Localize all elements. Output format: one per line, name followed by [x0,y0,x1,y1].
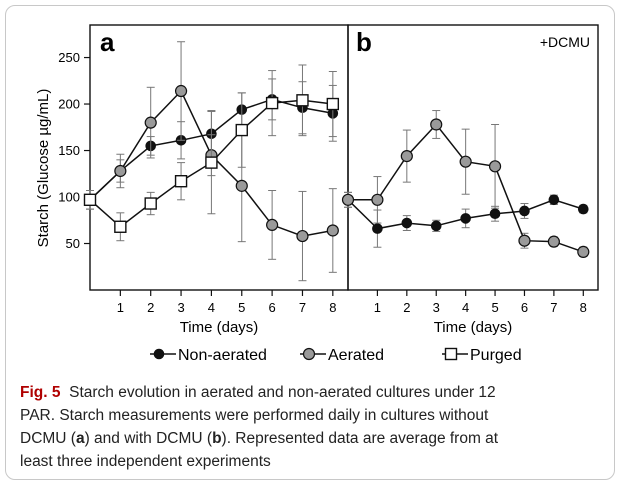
y-tick-label: 100 [58,190,80,205]
data-point [326,224,339,237]
caption-text-3b: ) and with DCMU ( [84,430,213,447]
data-point [459,155,472,168]
x-tick-label: 8 [329,300,336,315]
x-tick-label: 7 [550,300,557,315]
panel-b: 1 2 3 4 5 6 7 8 Time (days) b +DCMU [341,24,599,336]
y-tick-label: 250 [58,50,80,65]
data-point [265,96,279,110]
data-point [341,193,355,206]
panel-label: b [356,27,372,57]
legend-marker [444,347,458,361]
x-tick-label: 6 [269,300,276,315]
x-tick-label: 4 [462,300,469,315]
data-point [430,118,443,131]
data-point [577,245,590,258]
x-tick-label: 3 [433,300,440,315]
series-purged [83,64,340,242]
data-point [83,193,97,207]
data-point [144,116,157,129]
x-axis-label: Time (days) [434,319,513,336]
caption-panel-a-ref: a [75,430,85,447]
data-point [114,220,127,233]
data-point [548,194,560,206]
series-aerated [341,110,590,258]
caption-line-2: PAR. Starch measurements were performed … [20,407,489,424]
data-point [326,97,340,111]
data-point [266,218,279,232]
x-tick-label: 6 [521,300,528,315]
caption-text-3a: DCMU ( [20,430,76,447]
x-tick-label: 1 [374,300,381,315]
caption-line-1: Fig. 5 Starch evolution in aerated and n… [20,381,610,404]
data-point [488,160,502,173]
x-tick-label: 1 [117,300,124,315]
y-tick-label: 200 [58,97,80,112]
caption-text-1: Starch evolution in aerated and non-aera… [69,384,496,401]
data-point [205,156,218,169]
y-tick-label: 50 [66,236,80,251]
y-axis-label: Starch (Glucose µg/mL) [35,89,52,248]
data-point [144,197,157,210]
data-point [519,205,530,217]
legend-label: Non-aerated [178,347,267,364]
data-point [235,123,248,137]
legend-item: Aerated [300,347,384,364]
data-point [372,223,383,234]
legend-marker [302,347,316,361]
caption-line-4: least three independent experiments [20,453,271,470]
plot-area-frame [347,24,599,291]
data-point [401,217,413,229]
data-point [430,220,442,232]
legend-marker [153,348,165,360]
x-tick-label: 5 [491,300,498,315]
caption-fig-label: Fig. 5 [20,384,61,401]
legend: Non-aerated Aerated Purged [150,347,522,364]
x-tick-label: 3 [177,300,184,315]
legend-label: Aerated [328,347,384,364]
legend-item: Non-aerated [150,347,267,364]
x-tick-label: 8 [580,300,587,315]
legend-label: Purged [470,347,522,364]
y-tick-label: 150 [58,143,80,158]
data-point [577,203,589,215]
caption-text-3c: ). Represented data are average from at [221,430,499,447]
panel-a: 1 2 3 4 5 6 7 8 Time (days) 50 100 150 200 250 a [58,24,349,336]
chart-svg: 1 2 3 4 5 6 7 8 Time (days) 50 100 150 200 250 a 1 2 3 4 5… [35,24,599,364]
data-point [174,84,188,98]
x-tick-label: 2 [403,300,410,315]
data-point [547,235,560,248]
data-point [114,164,127,178]
x-tick-label: 7 [299,300,306,315]
series-non-aerated [342,191,589,248]
panel-label: a [100,27,115,57]
data-point [296,94,309,107]
data-point [296,229,309,243]
data-point [174,175,188,188]
x-tick-label: 4 [208,300,215,315]
panel-annotation: +DCMU [540,34,590,50]
caption-line-3: DCMU (a) and with DCMU (b). Represented … [20,427,610,450]
data-point [371,193,384,206]
figure-caption: Fig. 5 Starch evolution in aerated and n… [20,381,610,473]
x-tick-label: 2 [147,300,154,315]
data-point [489,208,501,220]
caption-panel-b-ref: b [212,430,222,447]
data-point [400,150,413,163]
legend-item: Purged [442,347,522,364]
data-point [518,234,531,247]
data-point [235,179,248,192]
x-tick-label: 5 [238,300,245,315]
figure-frame [5,5,615,480]
data-point [460,213,471,224]
x-axis-label: Time (days) [180,319,259,336]
